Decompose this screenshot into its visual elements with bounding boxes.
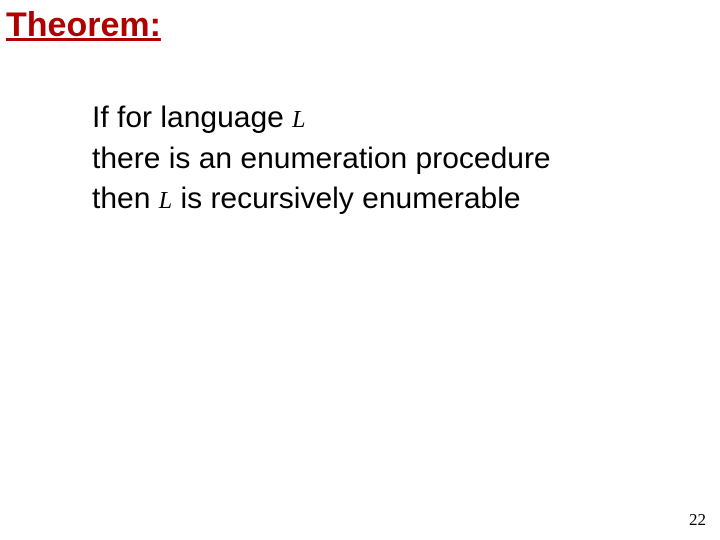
- line3-prefix: then: [92, 182, 159, 215]
- page-number: 22: [689, 510, 706, 530]
- body-line-2: there is an enumeration procedure: [92, 139, 680, 180]
- math-var-L-2: L: [159, 188, 172, 214]
- math-var-L-1: L: [292, 107, 305, 133]
- slide: Theorem: If for language L there is an e…: [0, 0, 720, 540]
- line3-suffix: is recursively enumerable: [180, 182, 520, 215]
- body-line-3: then L is recursively enumerable: [92, 179, 680, 220]
- line1-prefix: If for language: [92, 101, 292, 134]
- body-line-1: If for language L: [92, 98, 680, 139]
- theorem-heading: Theorem:: [6, 6, 161, 45]
- theorem-body: If for language L there is an enumeratio…: [92, 98, 680, 220]
